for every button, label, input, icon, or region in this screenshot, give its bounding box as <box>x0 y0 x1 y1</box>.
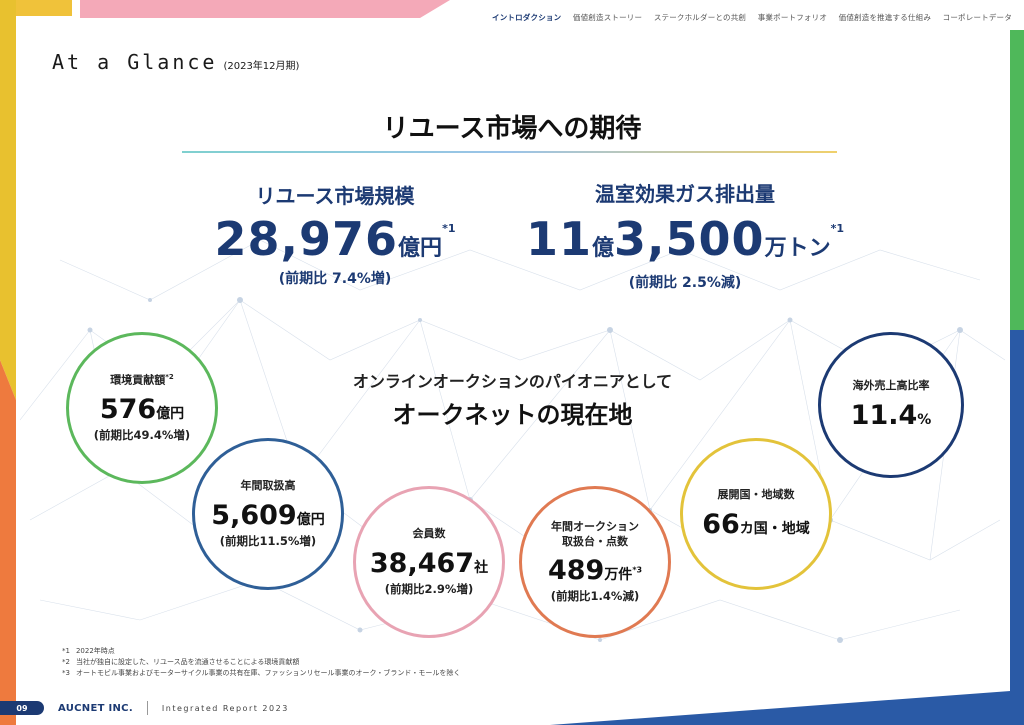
ghg-unit-1: 億 <box>592 236 615 261</box>
footnote-mark: *2 <box>62 658 70 667</box>
ghg-note-mark: *1 <box>830 222 844 235</box>
page-footer: 09 AUCNET INC. Integrated Report 2023 <box>0 699 560 717</box>
circle-value-unit: 万件 <box>604 567 633 584</box>
market-size-number: 28,976 <box>214 212 399 266</box>
circle-value-unit: カ国・地域 <box>739 520 810 537</box>
circle-comparison: (前期比49.4%増) <box>93 428 191 443</box>
circle-auction-volume: 年間オークション 取扱台・点数 489万件*3 (前期比1.4%減) <box>519 486 671 638</box>
circle-value-unit: 億円 <box>296 511 325 528</box>
nav-item-introduction[interactable]: イントロダクション <box>492 13 562 22</box>
footnote-text: 2022年時点 <box>75 647 115 655</box>
blue-band-bottom <box>550 690 1024 725</box>
circle-members: 会員数 38,467社 (前期比2.9%増) <box>353 486 505 638</box>
market-size-comparison: (前期比 7.4%増) <box>278 271 392 287</box>
nav-item-value-story[interactable]: 価値創造ストーリー <box>572 13 643 22</box>
circle-label-text: 会員数 <box>412 527 446 541</box>
circle-label: 環境貢献額*2 <box>110 373 174 389</box>
circle-value-number: 576 <box>99 394 157 426</box>
ghg-number-2: 3,500 <box>614 212 765 266</box>
circle-note-mark: *2 <box>165 372 174 381</box>
nav-item-portfolio[interactable]: 事業ポートフォリオ <box>757 13 828 22</box>
market-size-label: リユース市場規模 <box>255 184 415 208</box>
circle-value-unit: 社 <box>474 559 489 576</box>
footnote-mark: *1 <box>62 647 70 655</box>
footnote-1: *1 2022年時点 <box>62 646 466 657</box>
circle-value-number: 5,609 <box>211 499 297 531</box>
circle-label: 年間取扱高 <box>241 479 296 494</box>
circle-value: 38,467社 <box>370 548 488 579</box>
footnote-2: *2 当社が独自に設定した、リユース品を流通させることによる環境貢献額 <box>62 657 466 668</box>
circle-label-text: 展開国・地域数 <box>717 488 795 502</box>
circle-comparison: (前期比2.9%増) <box>384 581 474 596</box>
circle-environmental-contribution: 環境貢献額*2 576億円 (前期比49.4%増) <box>66 332 218 484</box>
footer-divider <box>146 701 148 715</box>
orange-band-side <box>0 360 16 725</box>
circle-value-number: 489 <box>547 555 605 587</box>
page-title-text: At a Glance <box>52 50 218 74</box>
footnotes: *1 2022年時点 *2 当社が独自に設定した、リユース品を流通させることによる環… <box>62 646 466 680</box>
circle-comparison: (前期比11.5%増) <box>219 533 317 548</box>
ghg-label: 温室効果ガス排出量 <box>595 182 775 206</box>
circle-value-unit: % <box>917 411 932 428</box>
nav-item-corporate-data[interactable]: コーポレートデータ <box>942 13 1012 22</box>
circle-label-text: 年間取扱高 <box>240 479 296 493</box>
footnote-text: 当社が独自に設定した、リユース品を流通させることによる環境貢献額 <box>75 658 300 667</box>
section-heading: リユース市場への期待 <box>382 114 642 144</box>
green-band-right <box>1010 30 1024 330</box>
footnote-3: *3 オートモビル事業およびモーターサイクル事業の共有在庫、ファッションリセール事… <box>62 668 466 679</box>
footnote-mark: *3 <box>62 669 70 678</box>
circle-label-text-2: 取扱台・点数 <box>562 534 628 548</box>
center-heading: オークネットの現在地 <box>392 401 633 429</box>
circle-annual-transaction: 年間取扱高 5,609億円 (前期比11.5%増) <box>192 438 344 590</box>
circle-value-unit: 億円 <box>156 406 185 423</box>
page-title: At a Glance (2023年12月期) <box>52 50 299 74</box>
circle-value: 11.4% <box>851 400 932 431</box>
circle-label: 会員数 <box>413 527 446 542</box>
circle-label-text: 海外売上高比率 <box>852 379 930 393</box>
ghg-value: 11億3,500万トン*1 <box>510 212 860 266</box>
circle-value-number: 38,467 <box>369 547 475 579</box>
circle-label: 海外売上高比率 <box>853 379 930 394</box>
page-title-period: (2023年12月期) <box>223 61 300 72</box>
yellow-band-side <box>0 0 16 400</box>
circle-value-number: 11.4 <box>850 399 918 431</box>
circle-overseas-ratio: 海外売上高比率 11.4% <box>818 332 964 478</box>
report-title: Integrated Report 2023 <box>161 703 289 713</box>
circle-value: 489万件*3 <box>548 555 642 586</box>
ghg-comparison: (前期比 2.5%減) <box>628 275 742 291</box>
company-logo: AUCNET INC. <box>58 702 133 714</box>
circle-value-number: 66 <box>702 508 740 540</box>
circle-label-text: 年間オークション <box>551 519 639 533</box>
ghg-unit-2: 万トン <box>764 236 831 261</box>
market-size-value: 28,976億円*1 <box>180 212 490 266</box>
circle-value: 66カ国・地域 <box>702 509 810 540</box>
blue-band-right <box>1010 330 1024 725</box>
circle-value: 5,609億円 <box>211 500 324 531</box>
ghg-number-1: 11 <box>526 212 593 266</box>
market-size-note-mark: *1 <box>442 222 456 235</box>
page-number: 09 <box>0 701 44 715</box>
center-subheading: オンラインオークションのパイオニアとして <box>352 372 673 391</box>
footnote-text: オートモビル事業およびモーターサイクル事業の共有在庫、ファッションリセール事業の… <box>75 669 461 678</box>
heading-divider <box>182 151 837 153</box>
yellow-band-left <box>0 0 72 16</box>
top-navigation: イントロダクション 価値創造ストーリー ステークホルダーとの共創 事業ポートフォ… <box>492 12 1012 23</box>
market-size-unit: 億円 <box>398 236 443 261</box>
pink-band <box>80 0 450 18</box>
circle-comparison: (前期比1.4%減) <box>550 589 640 604</box>
circle-countries: 展開国・地域数 66カ国・地域 <box>680 438 832 590</box>
nav-item-mechanism[interactable]: 価値創造を推進する仕組み <box>838 13 932 22</box>
circle-label: 展開国・地域数 <box>718 488 795 503</box>
circle-label: 年間オークション 取扱台・点数 <box>551 520 639 550</box>
circle-label-text: 環境貢献額 <box>110 373 166 387</box>
circle-value: 576億円 <box>100 394 184 425</box>
circle-note-mark: *3 <box>632 566 643 576</box>
nav-item-stakeholder[interactable]: ステークホルダーとの共創 <box>653 13 747 22</box>
